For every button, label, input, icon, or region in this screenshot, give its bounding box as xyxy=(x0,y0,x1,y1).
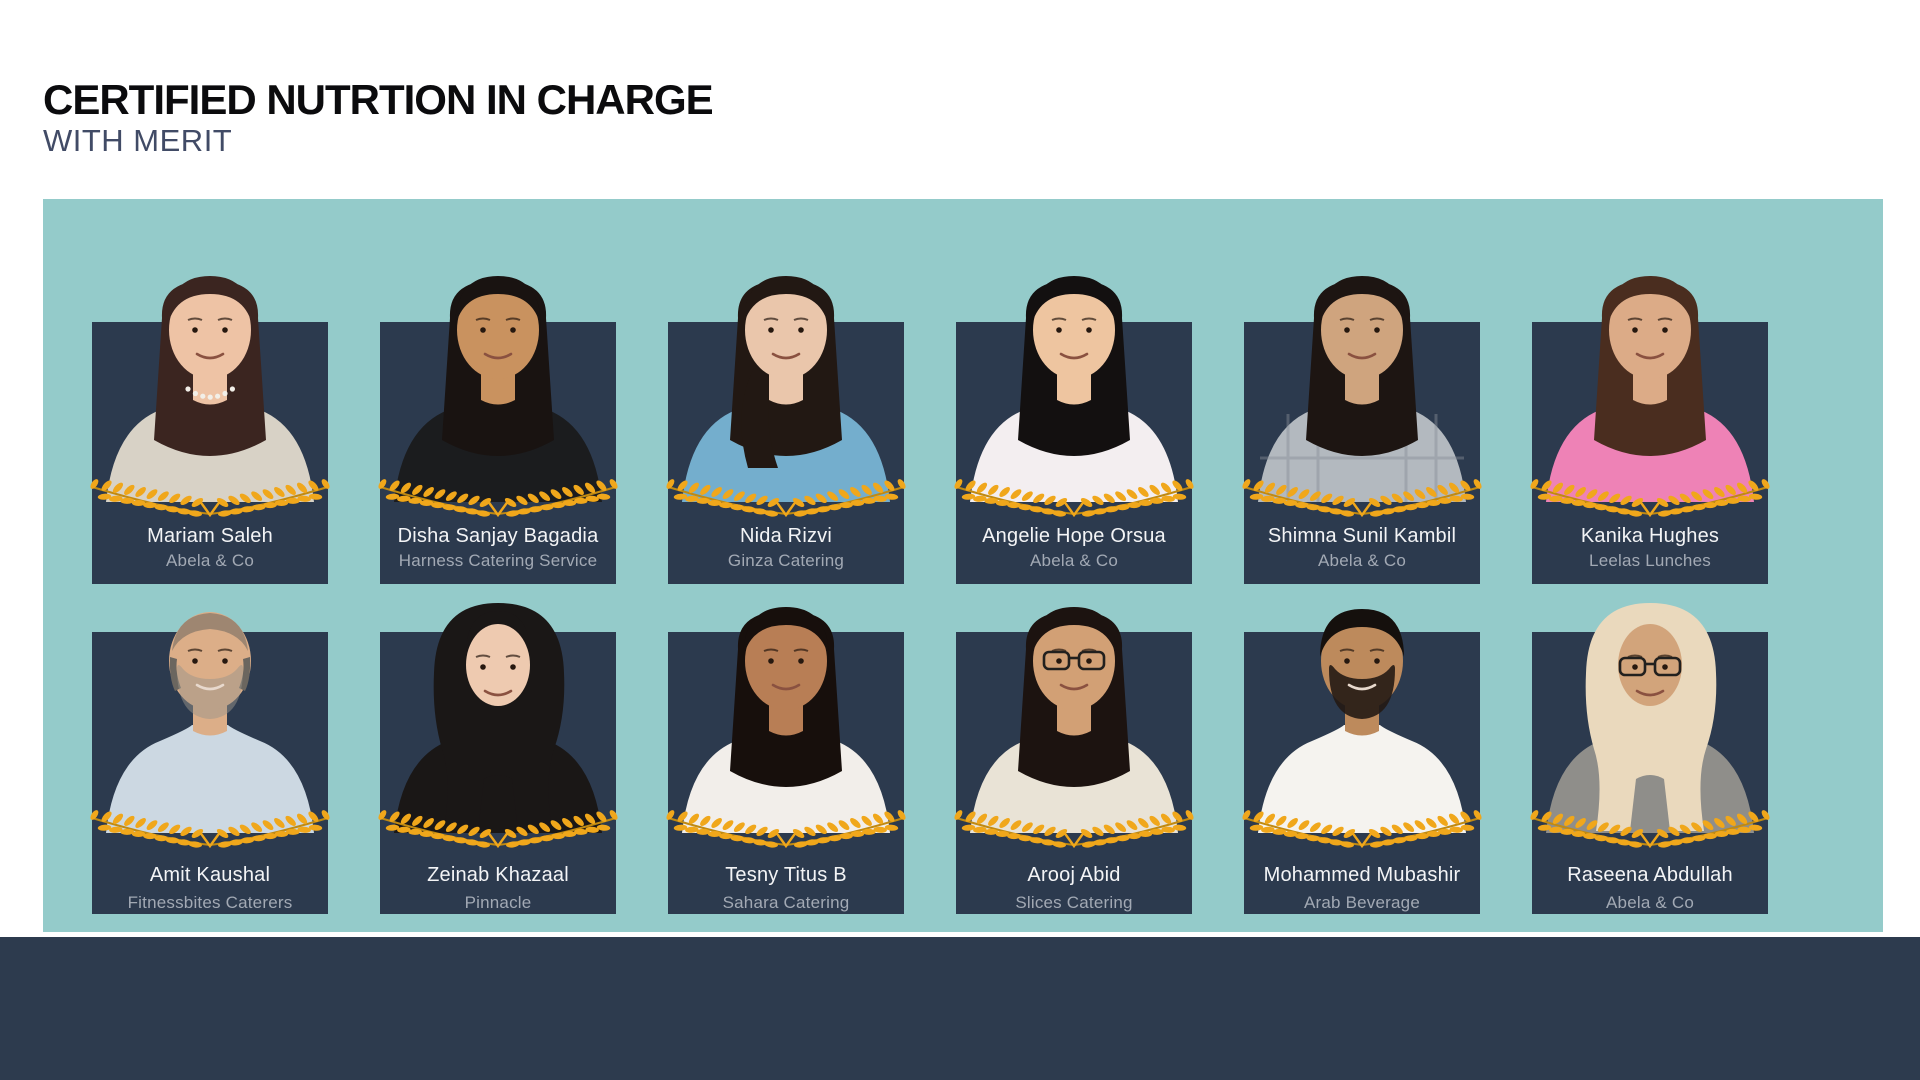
person-name: Shimna Sunil Kambil xyxy=(1267,525,1457,547)
laurel-wreath-icon xyxy=(374,478,622,524)
person-company: Leelas Lunches xyxy=(1589,551,1711,570)
person-card: Zeinab Khazaal Pinnacle xyxy=(378,603,618,914)
person-avatar xyxy=(668,272,904,502)
person-card: Disha Sanjay Bagadia Harness Catering Se… xyxy=(378,276,618,584)
person-name: Mohammed Mubashir xyxy=(1263,864,1461,886)
person-company: Sahara Catering xyxy=(722,893,850,912)
laurel-wreath-icon xyxy=(1526,809,1774,855)
laurel-wreath-icon xyxy=(662,809,910,855)
person-name: Amit Kaushal xyxy=(149,864,271,886)
person-card: Amit Kaushal Fitnessbites Caterers xyxy=(90,612,330,914)
person-name: Raseena Abdullah xyxy=(1567,864,1733,886)
person-name: Disha Sanjay Bagadia xyxy=(397,525,599,547)
person-avatar xyxy=(380,272,616,502)
laurel-wreath-icon xyxy=(1238,478,1486,524)
person-avatar xyxy=(1244,603,1480,833)
laurel-wreath-icon xyxy=(950,809,1198,855)
person-company: Abela & Co xyxy=(1318,551,1406,570)
person-card: Nida Rizvi Ginza Catering xyxy=(666,276,906,584)
person-avatar xyxy=(1244,272,1480,502)
person-card: Angelie Hope Orsua Abela & Co xyxy=(954,276,1194,584)
person-name: Mariam Saleh xyxy=(147,525,273,547)
person-name: Zeinab Khazaal xyxy=(427,864,569,886)
person-card: Kanika Hughes Leelas Lunches xyxy=(1530,276,1770,584)
person-card: Arooj Abid Slices Catering xyxy=(954,607,1194,914)
footer-bar xyxy=(0,937,1920,1080)
person-name: Tesny Titus B xyxy=(725,864,847,886)
laurel-wreath-icon xyxy=(1526,478,1774,524)
person-avatar xyxy=(956,272,1192,502)
laurel-wreath-icon xyxy=(950,478,1198,524)
laurel-wreath-icon xyxy=(374,809,622,855)
laurel-wreath-icon xyxy=(86,809,334,855)
person-avatar xyxy=(668,603,904,833)
person-avatar xyxy=(92,272,328,502)
person-name: Arooj Abid xyxy=(1027,864,1121,886)
person-card: Mohammed Mubashir Arab Beverage xyxy=(1242,609,1482,914)
person-company: Abela & Co xyxy=(1030,551,1118,570)
page-subtitle: WITH MERIT xyxy=(43,123,233,159)
person-company: Harness Catering Service xyxy=(398,551,598,570)
person-company: Arab Beverage xyxy=(1303,893,1420,912)
person-company: Pinnacle xyxy=(464,893,532,912)
person-avatar xyxy=(380,603,616,833)
person-avatar xyxy=(1532,272,1768,502)
person-card: Shimna Sunil Kambil Abela & Co xyxy=(1242,276,1482,584)
slide-header: CERTIFIED NUTRTION IN CHARGE WITH MERIT xyxy=(43,76,714,159)
person-name: Kanika Hughes xyxy=(1580,525,1720,547)
cards-row-2: Amit Kaushal Fitnessbites Caterers Zeina… xyxy=(90,603,1770,914)
laurel-wreath-icon xyxy=(1238,809,1486,855)
person-avatar xyxy=(92,603,328,833)
person-card: Tesny Titus B Sahara Catering xyxy=(666,607,906,914)
person-card: Raseena Abdullah Abela & Co xyxy=(1530,603,1770,914)
page-title: CERTIFIED NUTRTION IN CHARGE xyxy=(43,76,714,123)
awards-panel: Mariam Saleh Abela & Co Disha Sanjay Bag… xyxy=(43,199,1883,932)
laurel-wreath-icon xyxy=(86,478,334,524)
person-name: Nida Rizvi xyxy=(739,525,833,547)
laurel-wreath-icon xyxy=(662,478,910,524)
person-card: Mariam Saleh Abela & Co xyxy=(90,276,330,584)
person-avatar xyxy=(956,603,1192,833)
person-company: Abela & Co xyxy=(166,551,254,570)
cards-row-1: Mariam Saleh Abela & Co Disha Sanjay Bag… xyxy=(90,276,1770,584)
person-name: Angelie Hope Orsua xyxy=(982,525,1166,547)
person-company: Abela & Co xyxy=(1606,893,1694,912)
person-company: Slices Catering xyxy=(1015,893,1133,912)
person-avatar xyxy=(1532,603,1768,833)
person-company: Fitnessbites Caterers xyxy=(127,893,293,912)
person-company: Ginza Catering xyxy=(727,551,845,570)
